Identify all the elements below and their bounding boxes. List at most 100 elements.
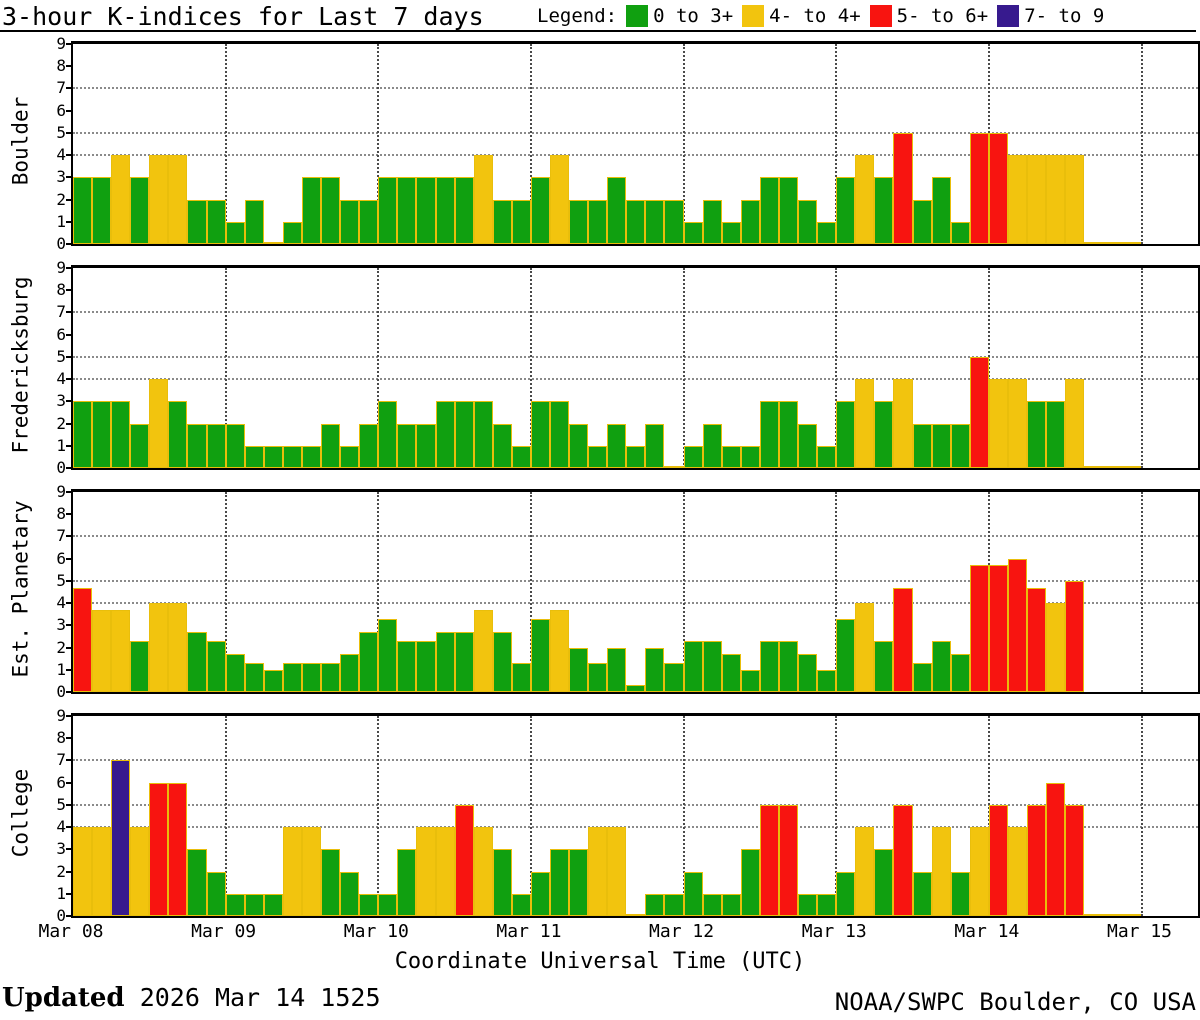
k-bar bbox=[721, 445, 741, 468]
plot-area-boulder bbox=[71, 41, 1200, 246]
k-bar bbox=[664, 199, 684, 244]
k-bar bbox=[301, 827, 322, 916]
day-gridline bbox=[377, 44, 380, 244]
y-tick-label: 3 bbox=[56, 839, 66, 859]
y-tick-mark bbox=[66, 267, 71, 269]
station-label-text: Est. Planetary bbox=[8, 500, 33, 678]
k-bar bbox=[73, 177, 93, 244]
x-tick-label: Mar 10 bbox=[343, 921, 409, 942]
k-bar bbox=[282, 445, 302, 468]
plot-area-college bbox=[71, 713, 1200, 918]
updated-label: Updated bbox=[2, 983, 125, 1013]
k-bar bbox=[282, 827, 302, 916]
k-bar bbox=[702, 893, 722, 916]
k-bar bbox=[263, 242, 283, 244]
k-bar bbox=[569, 199, 589, 244]
y-tick-mark bbox=[66, 333, 71, 336]
k-bar bbox=[588, 445, 608, 468]
y-tick-label: 0 bbox=[56, 458, 66, 477]
k-bar bbox=[931, 827, 951, 916]
k-bar bbox=[340, 871, 360, 916]
k-bar bbox=[187, 199, 207, 244]
k-bar bbox=[931, 640, 951, 692]
k-bar bbox=[874, 849, 894, 916]
day-gridline bbox=[377, 492, 380, 692]
k-bar bbox=[626, 199, 646, 244]
y-tick-label: 3 bbox=[56, 167, 66, 187]
station-label-boulder: Boulder bbox=[4, 41, 36, 241]
k-bar bbox=[683, 640, 703, 692]
kp-gridline bbox=[73, 535, 1198, 538]
y-tick-label: 6 bbox=[56, 324, 66, 344]
k-bar bbox=[931, 177, 951, 244]
y-tick-mark bbox=[66, 243, 71, 245]
y-tick-label: 8 bbox=[56, 56, 66, 76]
k-bar bbox=[530, 618, 550, 692]
k-bar bbox=[397, 423, 417, 468]
k-bar bbox=[759, 804, 779, 916]
k-bar bbox=[359, 199, 379, 244]
legend-label: Legend: bbox=[537, 5, 618, 27]
k-bar bbox=[836, 618, 856, 692]
k-bar bbox=[798, 654, 818, 692]
y-tick-label: 1 bbox=[56, 659, 66, 679]
k-bar bbox=[492, 632, 512, 692]
k-bar bbox=[988, 379, 1008, 468]
k-bar bbox=[855, 603, 875, 692]
k-bar bbox=[359, 893, 379, 916]
k-bar bbox=[721, 893, 741, 916]
k-bar bbox=[416, 827, 436, 916]
y-tick-label: 8 bbox=[56, 504, 66, 524]
station-label-fredericksburg: Fredericksburg bbox=[4, 265, 36, 465]
k-bar bbox=[244, 199, 264, 244]
k-bar bbox=[740, 849, 760, 916]
y-tick-mark bbox=[66, 624, 71, 627]
k-bar bbox=[511, 893, 531, 916]
kp-gridline bbox=[73, 759, 1198, 762]
k-bar bbox=[397, 640, 417, 692]
day-gridline bbox=[377, 716, 380, 916]
k-bar bbox=[206, 423, 226, 468]
k-bar bbox=[1103, 466, 1123, 468]
y-tick-label: 5 bbox=[56, 122, 66, 142]
k-bar bbox=[550, 401, 570, 468]
y-tick-label: 0 bbox=[56, 234, 66, 253]
k-bar bbox=[378, 893, 398, 916]
y-tick-mark bbox=[66, 87, 71, 90]
y-tick-label: 5 bbox=[56, 570, 66, 590]
station-label-college: College bbox=[4, 713, 36, 913]
station-label-est-planetary: Est. Planetary bbox=[4, 489, 36, 689]
k-bar bbox=[168, 155, 188, 244]
k-bar bbox=[778, 177, 799, 244]
k-bar bbox=[626, 914, 646, 916]
y-tick-mark bbox=[66, 579, 71, 582]
k-bar bbox=[874, 177, 894, 244]
k-bar bbox=[530, 871, 550, 916]
k-bar bbox=[511, 445, 531, 468]
k-bar bbox=[798, 199, 818, 244]
k-bar bbox=[149, 155, 169, 244]
k-bar bbox=[550, 849, 570, 916]
k-bar bbox=[282, 663, 302, 692]
y-tick-mark bbox=[66, 602, 71, 605]
updated-text: Updated 2026 Mar 14 1525 bbox=[2, 983, 381, 1013]
day-gridline bbox=[224, 492, 227, 692]
k-bar bbox=[340, 199, 360, 244]
y-tick-mark bbox=[66, 848, 71, 851]
k-bar bbox=[893, 804, 913, 916]
y-tick-label: 9 bbox=[56, 706, 66, 725]
y-tick-mark bbox=[66, 176, 71, 179]
k-bar bbox=[92, 827, 112, 916]
k-bar bbox=[187, 849, 207, 916]
k-bar bbox=[492, 423, 512, 468]
y-tick-mark bbox=[66, 513, 71, 516]
k-bar bbox=[1007, 558, 1028, 692]
k-bar bbox=[1027, 401, 1047, 468]
k-bar bbox=[759, 401, 779, 468]
kp-gridline bbox=[73, 602, 1198, 605]
k-bar bbox=[588, 199, 608, 244]
y-tick-label: 6 bbox=[56, 100, 66, 120]
y-tick-mark bbox=[66, 668, 71, 671]
k-bar bbox=[988, 132, 1008, 244]
k-bar bbox=[645, 199, 665, 244]
